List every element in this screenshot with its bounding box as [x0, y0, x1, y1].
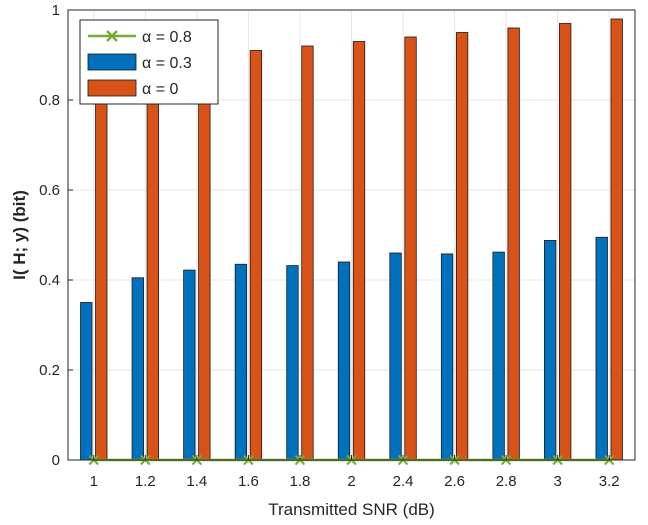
- x-tick-label: 1.2: [135, 473, 156, 490]
- legend-swatch: [87, 53, 137, 71]
- y-tick-label: 0.4: [39, 272, 60, 289]
- y-ticks: 0 0.2 0.4 0.6 0.8 1: [39, 2, 73, 469]
- bar-alpha-0: [610, 18, 623, 461]
- bar-alpha-0: [198, 54, 211, 461]
- bars: [80, 18, 623, 461]
- bar-alpha-0-3: [337, 261, 351, 461]
- x-tick-label: 3.2: [599, 473, 620, 490]
- bar-alpha-0: [249, 50, 263, 461]
- bar-alpha-0-3: [183, 269, 196, 461]
- bar-alpha-0: [455, 32, 469, 461]
- bar-alpha-0: [95, 72, 108, 461]
- legend-label: α = 0: [142, 81, 178, 98]
- bar-alpha-0: [507, 27, 520, 461]
- x-tick-label: 2: [347, 473, 355, 490]
- bar-alpha-0: [559, 23, 572, 461]
- bar-alpha-0-3: [389, 252, 402, 461]
- x-ticks: 1 1.2 1.4 1.6 1.8 2 2.4 2.6 2.8 3 3.2: [90, 455, 620, 490]
- x-tick-label: 1: [90, 473, 98, 490]
- y-tick-label: 0.2: [39, 362, 60, 379]
- bar-alpha-0-3: [440, 253, 454, 461]
- legend-label: α = 0.8: [142, 29, 192, 46]
- bar-alpha-0: [146, 59, 159, 461]
- x-tick-label: 2.6: [444, 473, 465, 490]
- bar-alpha-0-3: [286, 265, 299, 461]
- y-tick-label: 0: [52, 452, 60, 469]
- y-axis-label: I( H; y) (bit): [10, 190, 29, 280]
- bar-alpha-0-3: [544, 239, 557, 461]
- y-tick-label: 0.6: [39, 182, 60, 199]
- bar-alpha-0-3: [492, 251, 505, 461]
- x-tick-label: 2.8: [496, 473, 517, 490]
- x-axis-label: Transmitted SNR (dB): [268, 500, 435, 519]
- legend-label: α = 0.3: [142, 55, 192, 72]
- x-tick-label: 3: [554, 473, 562, 490]
- bar-alpha-0-3: [80, 302, 93, 461]
- bar-alpha-0: [404, 36, 417, 461]
- bar-alpha-0: [352, 41, 366, 461]
- legend-marker: [106, 30, 118, 42]
- x-tick-label: 1.6: [238, 473, 259, 490]
- x-tick-label: 2.4: [393, 473, 414, 490]
- legend-swatch: [87, 79, 137, 97]
- y-tick-label: 1: [52, 2, 60, 19]
- bar-alpha-0-3: [234, 263, 248, 461]
- x-tick-label: 1.8: [290, 473, 311, 490]
- bar-alpha-0-3: [595, 236, 608, 461]
- legend: α = 0.8 α = 0.3 α = 0: [79, 19, 219, 105]
- bar-alpha-0-3: [131, 277, 144, 461]
- bar-alpha-0: [301, 45, 314, 461]
- y-tick-label: 0.8: [39, 92, 60, 109]
- x-tick-label: 1.4: [186, 473, 207, 490]
